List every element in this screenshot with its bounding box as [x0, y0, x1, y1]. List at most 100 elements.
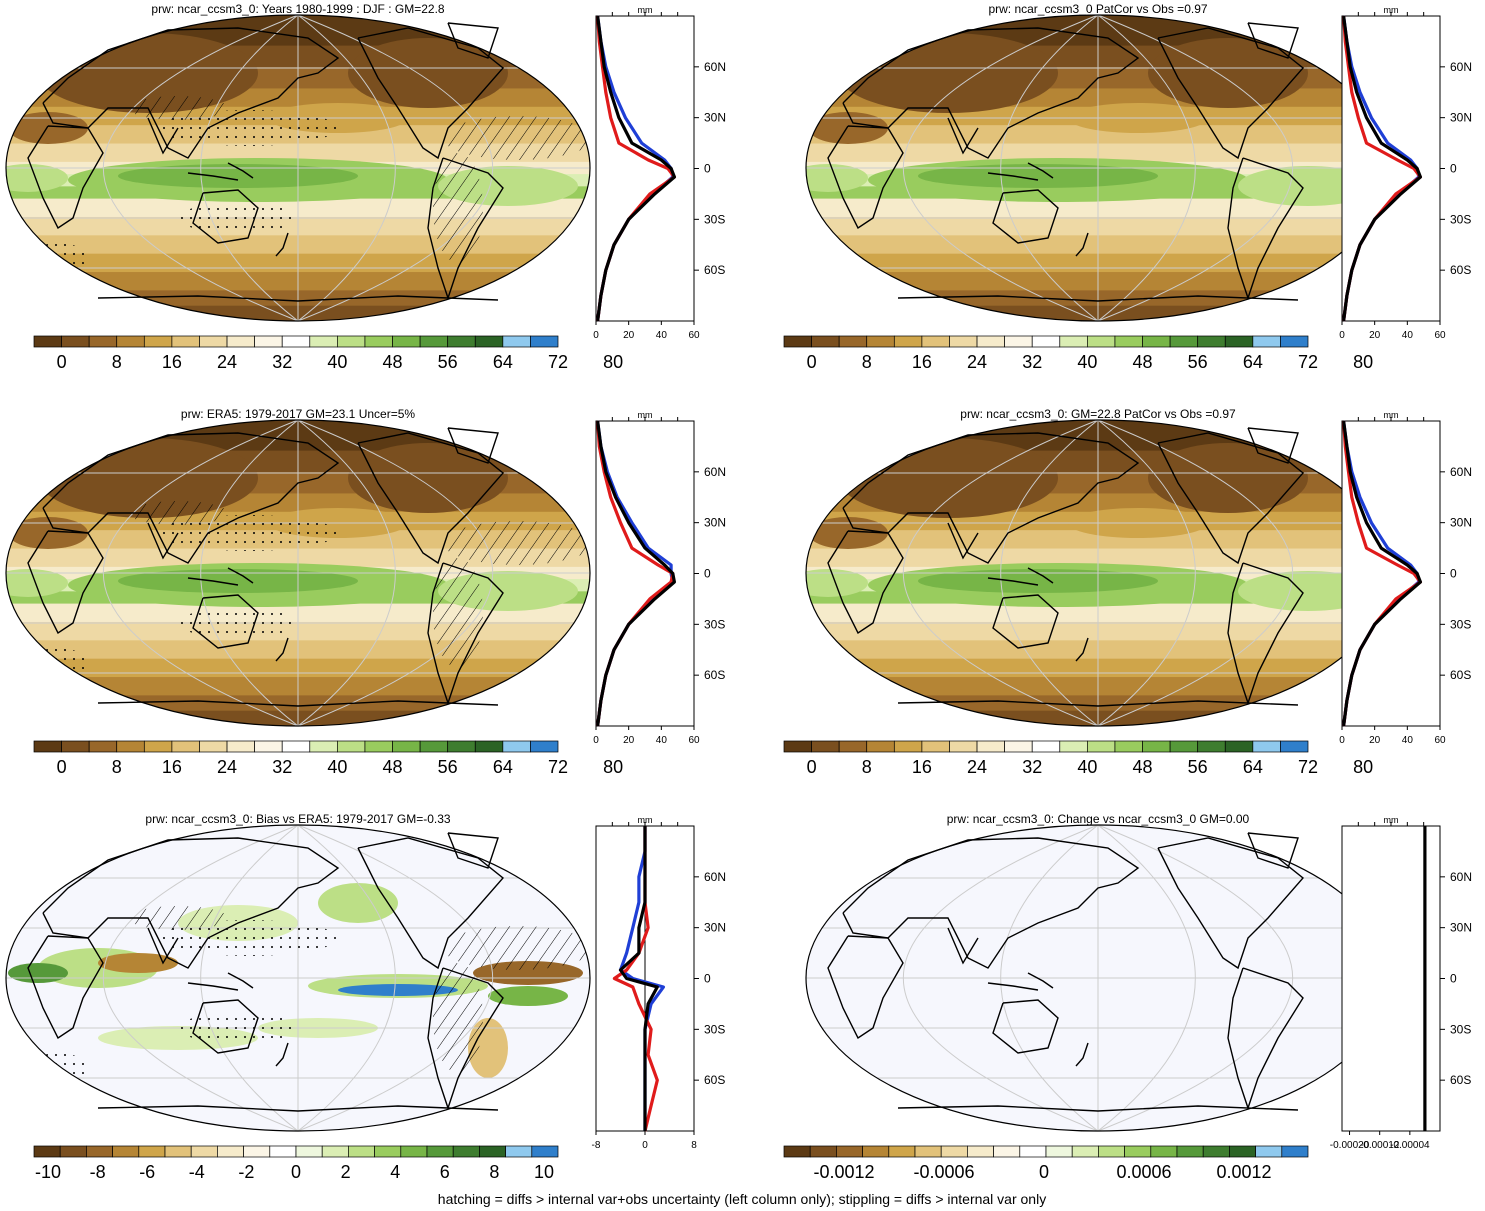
panel-obs-era5: prw: ERA5: 1979-2017 GM=23.1 Uncer=5% mm 6…	[5, 407, 726, 777]
map-graticule	[6, 419, 590, 727]
map-coastlines	[27, 427, 505, 707]
colorbar-swatch	[1169, 740, 1199, 753]
panel-bias-vs-era5: prw: ncar_ccsm3_0: Bias vs ERA5: 1979-20…	[5, 812, 726, 1182]
profile-lat-tick-label: 30S	[1450, 1022, 1471, 1036]
colorbar-swatch	[502, 740, 531, 753]
colorbar-swatch	[116, 335, 145, 348]
colorbar-swatch	[400, 1145, 428, 1158]
colorbar-swatch	[783, 740, 812, 753]
colorbar-swatch	[1197, 335, 1226, 348]
profile-lat-tick-label: 30S	[1450, 212, 1471, 226]
colorbar-swatch	[392, 335, 421, 348]
colorbar-label: 72	[548, 352, 568, 372]
profile-lat-tick-label: 60S	[1450, 263, 1471, 277]
colorbar-label: 56	[1188, 352, 1208, 372]
profile-lat-tick-label: 0	[704, 972, 711, 986]
profile-unit-label: mm	[1384, 5, 1399, 15]
profile-lat-tick-label: 30N	[704, 921, 726, 935]
profile-x-tick-label: -8	[592, 1140, 601, 1151]
colorbar-swatch	[1098, 1145, 1125, 1158]
colorbar-label: -0.0012	[813, 1162, 874, 1182]
hatching	[128, 96, 590, 263]
colorbar-swatch	[838, 335, 868, 348]
profile-x-tick-label: 60	[688, 330, 700, 341]
profile-lat-tick-label: 60S	[1450, 668, 1471, 682]
colorbar-swatch	[862, 1145, 890, 1158]
profile-x-tick-label: 0	[593, 735, 599, 746]
colorbar-label: 2	[341, 1162, 351, 1182]
colorbar-label: 80	[603, 757, 623, 777]
colorbar-swatch	[530, 740, 559, 753]
map-graticule	[806, 14, 1390, 322]
colorbar-swatch	[226, 740, 255, 753]
colorbar-swatch	[419, 335, 449, 348]
colorbar-swatch	[1019, 1145, 1047, 1158]
colorbar-swatch	[1229, 1145, 1256, 1158]
colorbar-label: 56	[1188, 757, 1208, 777]
colorbar-swatch	[811, 335, 840, 348]
colorbar-label: 32	[272, 352, 292, 372]
colorbar-swatch	[893, 335, 923, 348]
colorbar-swatch	[866, 740, 895, 753]
profile-lat-tick-label: 30N	[704, 111, 726, 125]
colorbar-swatch	[364, 740, 393, 753]
colorbar-label: 8	[862, 352, 872, 372]
colorbar-swatch	[1124, 1145, 1152, 1158]
colorbar-swatch	[199, 740, 228, 753]
colorbar-swatch	[86, 1145, 113, 1158]
colorbar-swatch	[337, 740, 366, 753]
colorbar-label: 56	[438, 352, 458, 372]
profile-lat-tick-label: 0	[1450, 162, 1457, 176]
panel-title: prw: ncar_ccsm3_0: Years 1980-1999 : DJF…	[151, 2, 444, 16]
colorbar-swatch	[321, 1145, 349, 1158]
colorbar-swatch	[1059, 740, 1088, 753]
colorbar-swatch	[226, 335, 255, 348]
colorbar-swatch	[1004, 335, 1033, 348]
colorbar-swatch	[61, 740, 90, 753]
colorbar-swatch	[967, 1145, 994, 1158]
profile-x-tick-label: 20	[1369, 330, 1381, 341]
colorbar-swatch	[1045, 1145, 1073, 1158]
colorbar-label: 0	[57, 352, 67, 372]
panel-title: prw: ncar_ccsm3_0: Change vs ncar_ccsm3_…	[947, 812, 1250, 826]
profile-x-tick-label: 40	[656, 735, 668, 746]
colorbar-label: 16	[162, 757, 182, 777]
colorbar-swatch	[1004, 740, 1033, 753]
colorbar: 0 8 16 24 32 40 48 56 64 72 80	[33, 740, 623, 777]
profile-lat-tick-label: 30S	[1450, 617, 1471, 631]
profile-lat-tick-label: 60S	[704, 263, 725, 277]
colorbar-label: 8	[862, 757, 872, 777]
colorbar-swatch	[171, 740, 200, 753]
colorbar-label: 0	[291, 1162, 301, 1182]
colorbar-label: 4	[390, 1162, 400, 1182]
map-border	[5, 419, 591, 727]
panel-title: prw: ERA5: 1979-2017 GM=23.1 Uncer=5%	[181, 407, 415, 421]
colorbar-label: 64	[493, 757, 513, 777]
colorbar-label: -8	[90, 1162, 106, 1182]
colorbar-swatch	[364, 335, 393, 348]
colorbar-label: 48	[383, 352, 403, 372]
colorbar-swatch	[888, 1145, 916, 1158]
colorbar-swatch	[452, 1145, 480, 1158]
profile-x-tick-label: 60	[688, 735, 700, 746]
panel-model-climatology: prw: ncar_ccsm3_0: Years 1980-1999 : DJF…	[5, 2, 726, 372]
colorbar-label: 10	[534, 1162, 554, 1182]
colorbar-swatch	[474, 740, 504, 753]
colorbar-swatch	[190, 1145, 218, 1158]
colorbar-swatch	[976, 740, 1005, 753]
colorbar-label: 48	[1133, 757, 1153, 777]
colorbar-swatch	[33, 335, 62, 348]
colorbar-swatch	[1031, 335, 1061, 348]
colorbar-swatch	[838, 740, 868, 753]
colorbar-label: 64	[1243, 352, 1263, 372]
colorbar-swatch	[783, 335, 812, 348]
colorbar-label: 0	[57, 757, 67, 777]
colorbar-swatch	[337, 335, 366, 348]
colorbar: -0.0012 -0.0006 0 0.0006 0.0012	[783, 1145, 1309, 1182]
profile-x-tick-label: 0	[593, 330, 599, 341]
colorbar-swatch	[1281, 1145, 1309, 1158]
map-coastlines	[827, 22, 1305, 302]
colorbar-swatch	[940, 1145, 968, 1158]
colorbar-swatch	[914, 1145, 942, 1158]
colorbar-swatch	[309, 740, 338, 753]
